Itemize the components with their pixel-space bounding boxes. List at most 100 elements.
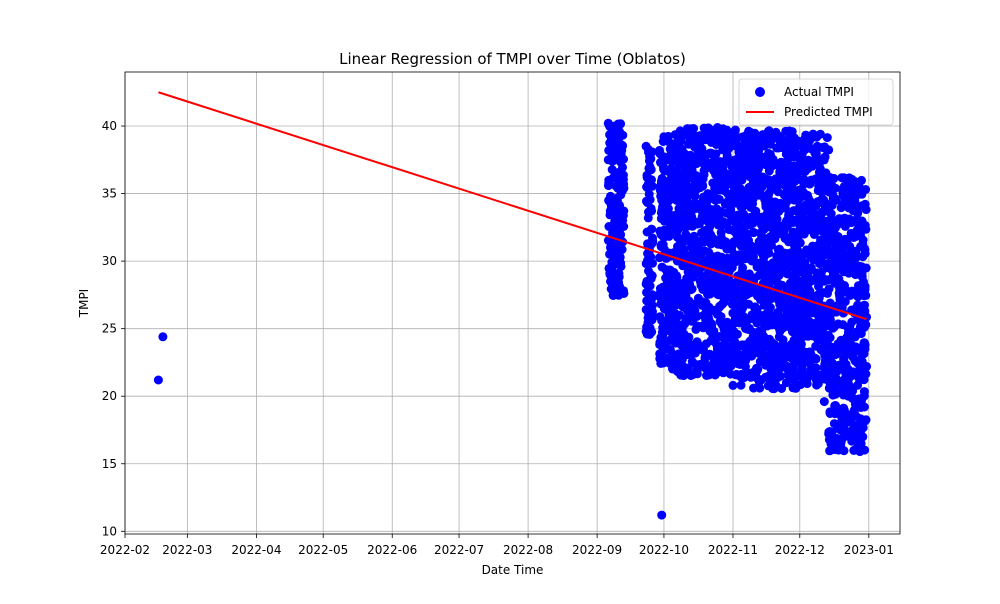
data-point (810, 353, 820, 363)
y-tick-label: 30 (102, 254, 117, 268)
data-point (641, 259, 651, 269)
data-point (802, 375, 811, 385)
x-tick-label: 2022-11 (708, 543, 758, 557)
data-point (713, 220, 723, 230)
data-point (750, 273, 760, 283)
data-point (801, 200, 811, 210)
data-point (815, 164, 825, 174)
data-point (679, 149, 689, 159)
data-point (846, 253, 855, 263)
x-tick-label: 2023-01 (844, 543, 894, 557)
data-point (797, 326, 807, 336)
data-point (766, 222, 776, 232)
data-point (846, 228, 856, 238)
data-point (614, 251, 624, 261)
data-point (695, 359, 705, 369)
data-point (665, 151, 675, 161)
data-point (803, 354, 812, 364)
data-point (844, 214, 854, 224)
data-point (676, 245, 685, 255)
data-point (788, 148, 798, 158)
data-point (796, 189, 806, 199)
data-point (715, 317, 725, 327)
data-point (690, 245, 700, 255)
data-point (854, 346, 864, 356)
data-point (829, 322, 839, 332)
data-point (645, 281, 655, 291)
data-point (806, 263, 816, 273)
data-point (817, 267, 826, 277)
data-point (799, 217, 809, 227)
data-point (744, 151, 754, 161)
data-point (777, 255, 787, 265)
data-point (846, 332, 856, 342)
data-point (732, 313, 742, 323)
data-point (734, 304, 744, 313)
data-point (764, 248, 774, 258)
data-point (801, 136, 811, 146)
data-point (835, 289, 845, 298)
data-point (709, 189, 719, 199)
data-point (764, 132, 774, 142)
data-point (806, 308, 816, 318)
data-point (663, 344, 673, 354)
data-point (804, 275, 814, 285)
data-point (677, 156, 687, 166)
data-point (641, 141, 651, 151)
data-point (610, 142, 620, 152)
data-point (614, 131, 624, 141)
legend-box (738, 78, 894, 126)
data-point (641, 326, 651, 336)
data-point (861, 224, 871, 234)
data-point (677, 355, 687, 364)
data-point (806, 291, 816, 301)
data-point (787, 186, 797, 196)
data-point (687, 357, 697, 366)
data-point (842, 413, 852, 423)
data-point (815, 259, 824, 269)
data-point (698, 285, 708, 294)
data-point (767, 159, 777, 169)
data-point (773, 278, 782, 288)
data-point (757, 220, 766, 230)
data-point (659, 244, 669, 254)
y-tick-label: 10 (102, 524, 117, 538)
data-point (856, 189, 866, 199)
data-point (833, 437, 843, 447)
data-point (816, 186, 826, 196)
data-point (718, 340, 728, 350)
data-point (655, 145, 664, 155)
data-point (659, 132, 669, 142)
data-point (613, 193, 622, 203)
data-point (853, 292, 863, 302)
data-point (730, 129, 740, 139)
data-point (715, 157, 725, 167)
data-point (808, 129, 818, 139)
data-point (803, 155, 813, 165)
data-point (814, 293, 824, 303)
data-point (825, 333, 835, 343)
data-point (688, 370, 698, 380)
data-point (715, 302, 725, 312)
data-point (716, 228, 726, 238)
data-point (821, 144, 831, 154)
data-point (752, 176, 762, 186)
data-point (846, 339, 856, 349)
data-point (750, 308, 760, 317)
data-point (706, 319, 716, 328)
data-point (808, 241, 818, 251)
data-point (794, 380, 804, 390)
data-point (726, 205, 736, 215)
x-tick-label: 2022-03 (162, 543, 212, 557)
data-point (664, 336, 674, 346)
data-point (736, 202, 746, 212)
data-point (798, 314, 808, 324)
data-point (753, 186, 762, 196)
data-point (695, 268, 704, 278)
data-point (770, 176, 780, 186)
data-point (831, 271, 841, 281)
data-point (644, 189, 654, 199)
data-point (777, 318, 787, 328)
data-point (825, 352, 834, 362)
data-point (667, 144, 677, 154)
